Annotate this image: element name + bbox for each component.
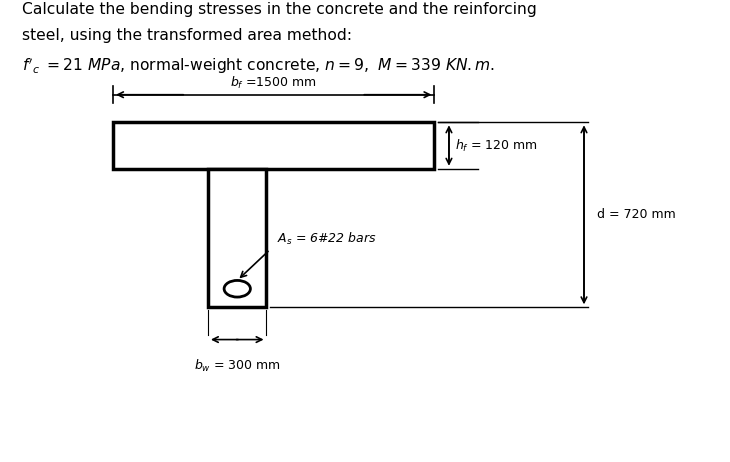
Text: $b_f$ =1500 mm: $b_f$ =1500 mm <box>231 75 317 91</box>
Text: d = 720 mm: d = 720 mm <box>597 208 676 221</box>
Bar <box>113 122 434 169</box>
Text: $h_f$ = 120 mm: $h_f$ = 120 mm <box>455 138 537 153</box>
Text: Calculate the bending stresses in the concrete and the reinforcing: Calculate the bending stresses in the co… <box>22 2 537 17</box>
Circle shape <box>224 280 250 297</box>
Text: steel, using the transformed area method:: steel, using the transformed area method… <box>22 28 352 43</box>
Text: $b_w$ = 300 mm: $b_w$ = 300 mm <box>193 358 281 374</box>
Bar <box>208 169 266 307</box>
Text: $A_s$ = 6#22 bars: $A_s$ = 6#22 bars <box>277 231 377 247</box>
Text: $f'_c$ $= 21\ MPa$, normal-weight concrete, $n = 9$,  $M = 339\ KN.m.$: $f'_c$ $= 21\ MPa$, normal-weight concre… <box>22 56 495 76</box>
